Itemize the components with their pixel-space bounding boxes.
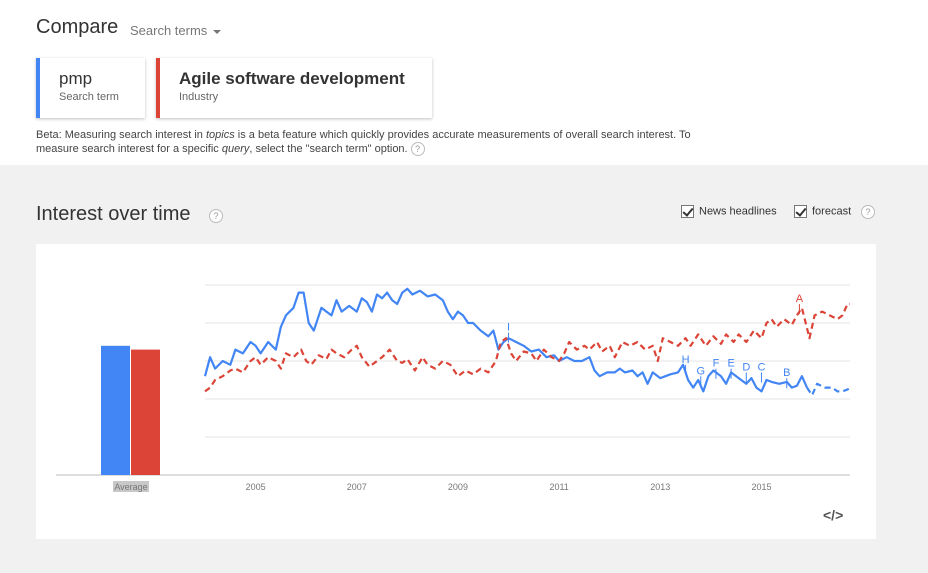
help-icon[interactable]: ?	[410, 142, 425, 157]
news-headlines-label: News headlines	[699, 205, 777, 218]
search-terms-dropdown[interactable]: Search terms	[130, 23, 222, 38]
caret-down-icon	[213, 29, 222, 34]
annotation-letter: E	[727, 358, 734, 370]
x-tick-label: 2009	[448, 482, 468, 492]
annotation-letter: B	[783, 367, 790, 379]
checkbox-checked-icon	[681, 205, 694, 218]
annotation-letter: D	[742, 362, 750, 374]
term-name: pmp	[59, 69, 93, 88]
chart-grid	[56, 284, 850, 476]
news-headlines-checkbox[interactable]: News headlines	[681, 205, 777, 218]
compare-title: Compare	[36, 16, 119, 38]
beta-note-text: , select the "search term" option.	[249, 143, 408, 155]
term-type: Industry	[179, 91, 219, 103]
term-card-pmp[interactable]: pmp Search term	[36, 58, 145, 118]
x-axis-ticks: 2005 2007 2009 2011 2013 2015	[246, 482, 772, 492]
average-bars: Average	[101, 345, 160, 492]
help-icon[interactable]: ?	[861, 205, 875, 219]
x-tick-label: 2015	[751, 482, 771, 492]
annotation-letter: A	[796, 293, 804, 305]
annotation-letter: F	[713, 358, 720, 370]
search-terms-label: Search terms	[130, 23, 208, 38]
chart-panel	[36, 244, 876, 539]
beta-note-em-topics: topics	[205, 129, 235, 141]
series-lines	[203, 287, 851, 397]
average-bar	[131, 349, 160, 475]
annotation-letter: I	[507, 322, 510, 334]
average-bar	[101, 345, 130, 475]
average-label-highlight	[113, 481, 149, 492]
annotation-letter: C	[757, 362, 765, 374]
forecast-label: forecast	[812, 205, 852, 218]
top-band	[0, 0, 928, 165]
beta-note: Beta: Measuring search interest in topic…	[36, 128, 716, 157]
beta-note-em-query: query	[221, 143, 250, 155]
x-tick-label: 2007	[347, 482, 367, 492]
term-type: Search term	[59, 91, 119, 103]
beta-note-text: Beta: Measuring search interest in	[36, 129, 206, 141]
term-card-agile[interactable]: Agile software development Industry	[156, 58, 432, 118]
help-icon[interactable]: ?	[209, 209, 223, 223]
series-line-forecast	[806, 382, 851, 397]
annotation-letter: H	[682, 354, 690, 366]
beta-note-text: is a beta feature which quickly provides…	[36, 129, 691, 155]
embed-code-button[interactable]: </>	[823, 507, 844, 523]
series-line-solid	[203, 287, 809, 393]
x-tick-label: 2011	[549, 482, 568, 492]
series-line-forecast	[204, 302, 850, 393]
checkbox-checked-icon	[794, 205, 807, 218]
forecast-checkbox[interactable]: forecast	[794, 205, 851, 218]
average-label: Average	[114, 482, 147, 492]
x-tick-label: 2013	[650, 482, 670, 492]
annotation-letter: G	[696, 365, 705, 377]
interest-over-time-title: Interest over time	[36, 203, 191, 225]
x-tick-label: 2005	[246, 482, 266, 492]
term-name: Agile software development	[179, 69, 405, 88]
